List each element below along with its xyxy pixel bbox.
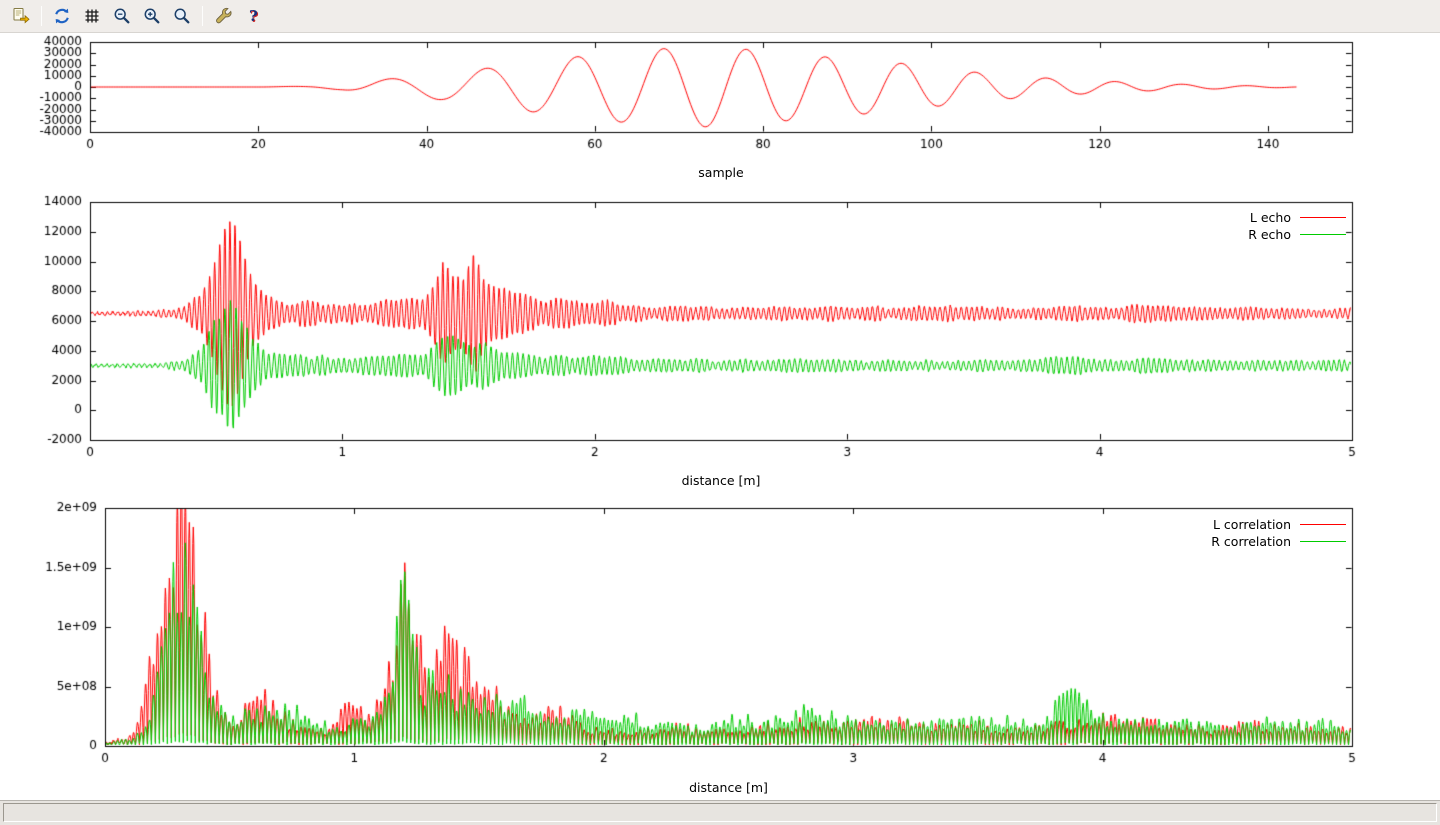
- toolbar-separator: [41, 6, 42, 26]
- legend-line-r-correlation: [1300, 541, 1346, 542]
- legend-entry-l-echo: L echo: [1248, 210, 1346, 225]
- legend-label-r-echo: R echo: [1248, 227, 1291, 242]
- zoom-next-icon: [144, 8, 160, 24]
- toggle-grid-button[interactable]: [78, 3, 106, 29]
- legend-label-l-correlation: L correlation: [1212, 517, 1291, 532]
- configure-icon: [216, 7, 232, 24]
- legend-label-r-correlation: R correlation: [1211, 534, 1291, 549]
- axis-label-sample: sample: [698, 165, 744, 180]
- help-icon: ? ?: [249, 7, 259, 26]
- legend-line-r-echo: [1300, 234, 1346, 235]
- zoom-previous-icon: [114, 8, 130, 24]
- toolbar: ? ?: [0, 0, 1440, 33]
- copy-to-clipboard-button[interactable]: [7, 3, 35, 29]
- autoscale-icon: [174, 8, 190, 24]
- configure-button[interactable]: [209, 3, 237, 29]
- grid-icon: [85, 9, 99, 23]
- legend-line-l-correlation: [1300, 524, 1346, 525]
- legend-correlation: L correlation R correlation: [1211, 517, 1346, 549]
- svg-text:?: ?: [249, 7, 258, 25]
- charts-canvas[interactable]: [0, 33, 1440, 800]
- replot-button[interactable]: [48, 3, 76, 29]
- zoom-previous-button[interactable]: [108, 3, 136, 29]
- status-bar: [0, 800, 1440, 825]
- svg-text:?: ?: [250, 8, 259, 26]
- legend-entry-r-correlation: R correlation: [1211, 534, 1346, 549]
- legend-echo: L echo R echo: [1248, 210, 1346, 242]
- axis-label-distance-bottom: distance [m]: [689, 780, 768, 795]
- help-button[interactable]: ? ?: [239, 3, 267, 29]
- legend-entry-r-echo: R echo: [1248, 227, 1346, 242]
- replot-icon: [55, 8, 69, 24]
- toolbar-separator: [202, 6, 203, 26]
- legend-line-l-echo: [1300, 217, 1346, 218]
- zoom-next-button[interactable]: [138, 3, 166, 29]
- copy-to-clipboard-icon: [13, 8, 30, 24]
- plot-region: sample distance [m] distance [m] L echo …: [0, 33, 1440, 800]
- autoscale-button[interactable]: [168, 3, 196, 29]
- status-text: [3, 803, 1437, 822]
- legend-entry-l-correlation: L correlation: [1211, 517, 1346, 532]
- axis-label-distance-middle: distance [m]: [681, 473, 761, 488]
- legend-label-l-echo: L echo: [1249, 210, 1291, 225]
